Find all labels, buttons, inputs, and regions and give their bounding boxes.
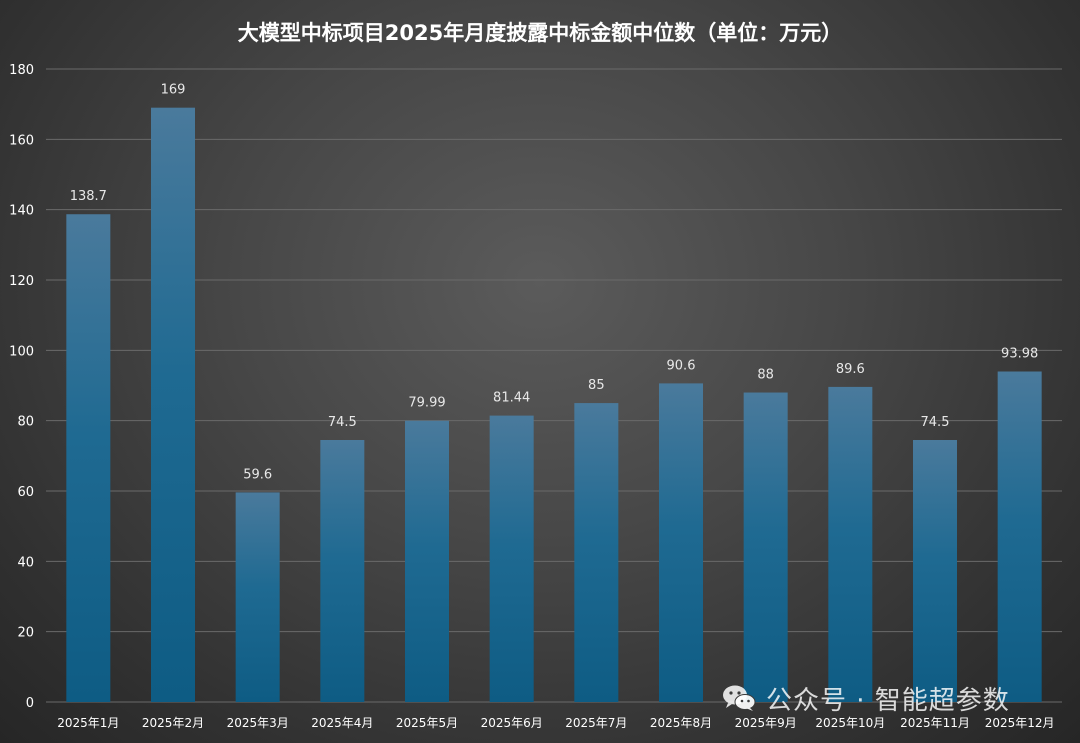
- chart-title: 大模型中标项目2025年月度披露中标金额中位数（单位：万元）: [238, 21, 842, 45]
- watermark-text: 公众号 · 智能超参数: [766, 685, 1010, 716]
- data-label: 74.5: [921, 415, 950, 430]
- data-label: 89.6: [836, 362, 865, 377]
- data-label: 81.44: [493, 391, 530, 406]
- x-axis-ticks: 2025年1月 2025年2月 2025年3月 2025年4月 2025年5月 2025年…: [57, 716, 1054, 730]
- y-tick-label: 40: [17, 555, 34, 570]
- x-tick-label: 2025年1月: [57, 716, 119, 730]
- y-tick-label: 0: [26, 696, 34, 711]
- data-label: 59.6: [243, 467, 272, 482]
- data-label: 88: [757, 368, 774, 383]
- bar: [659, 383, 703, 702]
- bar: [235, 492, 280, 702]
- x-tick-label: 2025年8月: [650, 716, 712, 730]
- y-tick-label: 20: [17, 626, 34, 641]
- x-tick-label: 2025年4月: [311, 716, 373, 730]
- y-tick-label: 80: [17, 415, 34, 430]
- x-tick-label: 2025年2月: [142, 716, 204, 730]
- bars: [66, 107, 1042, 702]
- x-tick-label: 2025年7月: [565, 716, 627, 730]
- data-label: 74.5: [328, 415, 357, 430]
- data-label: 138.7: [70, 189, 107, 204]
- watermark: 公众号 · 智能超参数: [722, 678, 1052, 718]
- y-tick-label: 120: [9, 274, 34, 289]
- bar: [405, 420, 449, 702]
- bar: [828, 386, 873, 702]
- x-tick-label: 2025年10月: [815, 716, 885, 730]
- data-label: 85: [588, 378, 605, 393]
- data-label: 79.99: [408, 396, 445, 411]
- y-tick-label: 180: [9, 63, 34, 78]
- y-tick-label: 60: [17, 485, 34, 500]
- y-tick-label: 160: [9, 133, 34, 148]
- data-label: 93.98: [1001, 347, 1038, 362]
- x-tick-label: 2025年6月: [481, 716, 543, 730]
- x-tick-label: 2025年9月: [735, 716, 797, 730]
- x-tick-label: 2025年12月: [985, 716, 1055, 730]
- y-tick-label: 140: [9, 204, 34, 219]
- x-tick-label: 2025年11月: [900, 716, 970, 730]
- x-tick-label: 2025年5月: [396, 716, 458, 730]
- bar: [66, 214, 111, 702]
- data-label: 90.6: [667, 358, 696, 373]
- y-axis-ticks: 0 20 40 60 80 100 120 140 160 180: [9, 63, 34, 711]
- data-labels: 138.7 169 59.6 74.5 79.99 81.44 85 90.6 88 89.6 74…: [70, 83, 1039, 483]
- bar: [320, 440, 365, 702]
- bar: [489, 415, 534, 702]
- bar: [151, 107, 195, 702]
- data-label: 169: [161, 83, 186, 98]
- bar: [913, 440, 957, 702]
- bar: [743, 392, 788, 702]
- bar: [997, 371, 1042, 702]
- bar: [574, 403, 619, 702]
- wechat-icon: [722, 684, 756, 712]
- gridlines: [46, 68, 1062, 703]
- x-tick-label: 2025年3月: [227, 716, 289, 730]
- y-tick-label: 100: [9, 344, 34, 359]
